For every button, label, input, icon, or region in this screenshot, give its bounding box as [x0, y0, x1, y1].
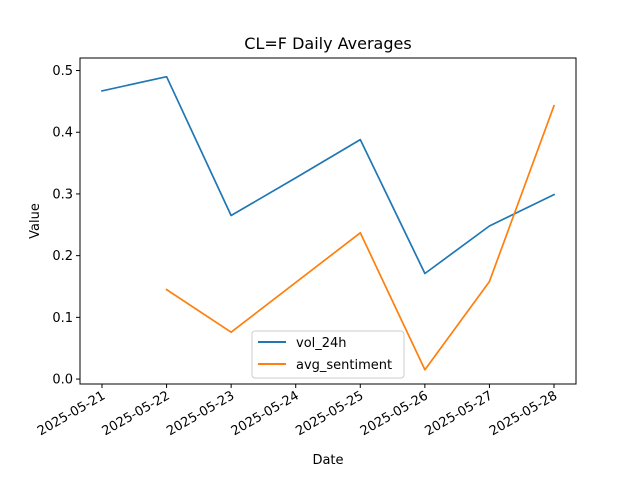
x-axis-label: Date — [312, 453, 343, 468]
plot-area — [100, 75, 556, 371]
y-tick-label: 0.3 — [52, 187, 73, 202]
y-tick-label: 0.5 — [52, 64, 73, 79]
y-axis-label: Value — [28, 203, 43, 239]
y-tick-label: 0.1 — [52, 311, 73, 326]
y-axis-ticks: 0.0 0.1 0.2 0.3 0.4 0.5 — [52, 64, 80, 388]
y-tick-label: 0.0 — [52, 373, 73, 388]
legend-box — [251, 330, 405, 379]
legend-label-avg-sentiment: avg_sentiment — [296, 358, 392, 373]
chart-title: CL=F Daily Averages — [244, 34, 411, 53]
y-tick-label: 0.4 — [52, 126, 73, 141]
legend: vol_24h avg_sentiment — [251, 330, 405, 379]
plot-frame — [79, 57, 577, 385]
series-line-vol-24h — [100, 75, 556, 275]
y-tick-label: 0.2 — [52, 249, 73, 264]
legend-label-vol-24h: vol_24h — [296, 336, 347, 351]
series-line-avg-sentiment — [165, 104, 556, 371]
